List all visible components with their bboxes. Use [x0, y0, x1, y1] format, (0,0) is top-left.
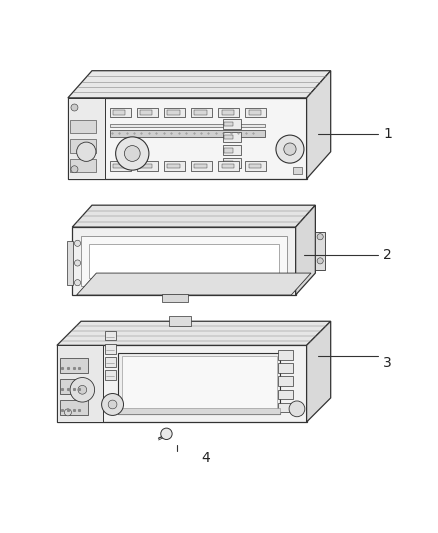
Bar [167, 110, 180, 115]
Bar [249, 164, 261, 168]
Bar [169, 316, 191, 326]
Circle shape [276, 135, 304, 163]
Text: 4: 4 [201, 451, 210, 465]
Bar [113, 164, 125, 168]
Bar [224, 135, 233, 140]
Polygon shape [77, 273, 311, 295]
Circle shape [124, 146, 140, 161]
Bar [222, 164, 234, 168]
Bar [218, 108, 239, 117]
Bar [222, 110, 234, 115]
Bar [105, 331, 116, 341]
Polygon shape [72, 205, 315, 227]
Bar [278, 376, 293, 386]
Bar [278, 403, 293, 413]
Circle shape [74, 260, 81, 266]
Bar [137, 161, 158, 171]
Bar [140, 164, 152, 168]
Bar [60, 358, 88, 374]
Circle shape [284, 143, 296, 155]
Polygon shape [296, 205, 315, 295]
Polygon shape [68, 71, 331, 98]
Bar [81, 236, 287, 286]
Circle shape [317, 233, 323, 240]
Bar [315, 232, 325, 270]
Circle shape [74, 280, 81, 286]
Bar [60, 400, 88, 415]
Bar [70, 120, 96, 133]
Bar [194, 164, 207, 168]
Polygon shape [57, 321, 331, 345]
Bar [167, 164, 180, 168]
Bar [194, 110, 207, 115]
Text: 3: 3 [383, 356, 392, 370]
Circle shape [74, 240, 81, 246]
Bar [164, 108, 185, 117]
Bar [218, 161, 239, 171]
Bar [122, 356, 277, 410]
Bar [223, 145, 241, 155]
Bar [113, 110, 125, 115]
Bar [110, 130, 265, 137]
Bar [137, 108, 158, 117]
Bar [223, 158, 241, 168]
Bar [223, 119, 241, 128]
Polygon shape [68, 98, 307, 179]
Bar [224, 161, 233, 166]
Bar [105, 357, 116, 367]
Polygon shape [72, 227, 296, 295]
Polygon shape [307, 321, 331, 422]
Polygon shape [307, 71, 331, 179]
Bar [105, 344, 116, 353]
Bar [110, 124, 265, 127]
Bar [162, 294, 188, 302]
Circle shape [108, 400, 117, 409]
Circle shape [78, 385, 87, 394]
Circle shape [64, 409, 71, 416]
Polygon shape [61, 398, 326, 422]
Bar [110, 161, 131, 171]
Circle shape [71, 104, 78, 111]
Bar [70, 140, 96, 152]
Bar [60, 379, 88, 394]
Circle shape [116, 137, 149, 170]
Bar [224, 148, 233, 152]
Bar [245, 108, 266, 117]
Bar [70, 159, 96, 172]
Circle shape [77, 142, 96, 161]
Circle shape [71, 166, 78, 173]
Bar [278, 350, 293, 360]
Bar [67, 241, 73, 285]
Bar [249, 110, 261, 115]
Bar [110, 108, 131, 117]
Circle shape [70, 377, 95, 402]
Bar [223, 132, 241, 142]
Bar [118, 353, 280, 414]
Circle shape [317, 258, 323, 264]
Bar [293, 167, 302, 174]
Bar [245, 161, 266, 171]
Bar [57, 345, 103, 422]
Circle shape [289, 401, 305, 417]
Bar [278, 390, 293, 399]
Circle shape [102, 393, 124, 415]
Bar [118, 408, 280, 414]
Bar [191, 161, 212, 171]
Bar [105, 370, 116, 380]
Polygon shape [57, 345, 307, 422]
Text: 1: 1 [383, 127, 392, 141]
Bar [224, 122, 233, 126]
Bar [164, 161, 185, 171]
Text: 2: 2 [383, 248, 392, 262]
Bar [89, 244, 279, 278]
Bar [68, 98, 105, 179]
Bar [140, 110, 152, 115]
Bar [278, 364, 293, 373]
Circle shape [161, 428, 172, 440]
Bar [191, 108, 212, 117]
